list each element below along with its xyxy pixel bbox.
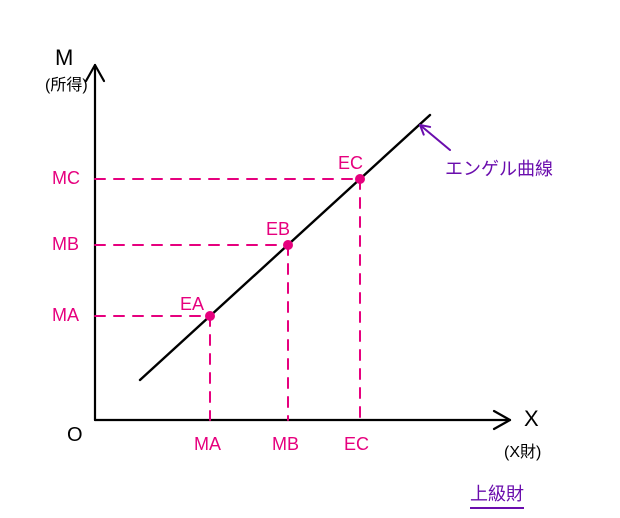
y-tick-ma: MA (52, 305, 79, 326)
x-tick-ec: EC (344, 434, 369, 455)
point-label-eb: EB (266, 219, 290, 240)
x-tick-mb: MB (272, 434, 299, 455)
annotation-good-type: 上級財 (470, 480, 524, 509)
point-ea (205, 311, 215, 321)
point-label-ec: EC (338, 153, 363, 174)
x-axis-sublabel: (X財) (504, 438, 541, 462)
annotation-arrow (420, 125, 450, 150)
origin-label: O (67, 424, 83, 447)
y-tick-mc: MC (52, 168, 80, 189)
x-axis-label: X (524, 406, 539, 432)
y-tick-mb: MB (52, 234, 79, 255)
point-eb (283, 240, 293, 250)
x-tick-ma: MA (194, 434, 221, 455)
y-axis-label: M (55, 45, 73, 71)
point-ec (355, 174, 365, 184)
annotation-curve-name: エンゲル曲線 (445, 155, 553, 181)
y-axis-sublabel: (所得) (45, 71, 88, 95)
point-label-ea: EA (180, 294, 204, 315)
